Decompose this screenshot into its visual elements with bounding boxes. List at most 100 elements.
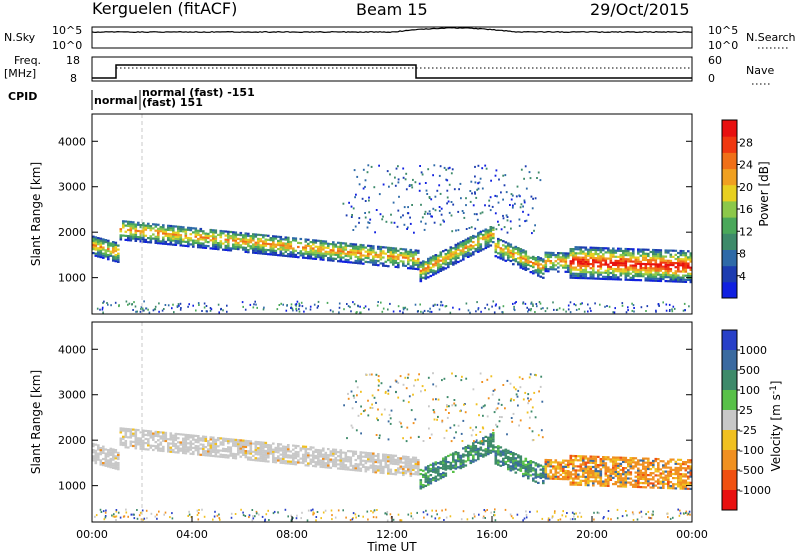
velocity-cell-1251 — [514, 453, 518, 456]
power-cell-1424 — [569, 252, 573, 255]
power-cell-2258 — [447, 200, 450, 203]
velocity-cell-673 — [319, 459, 323, 462]
power-cell-396 — [227, 240, 230, 244]
power-cell-2138 — [533, 229, 535, 232]
power-cell-1573 — [599, 257, 603, 260]
power-cell-749 — [344, 246, 348, 249]
power-cell-1086 — [457, 252, 460, 255]
power-cell-1354 — [547, 270, 550, 273]
velocity-cell-2086 — [428, 427, 430, 430]
velocity-cell-2041 — [530, 410, 533, 413]
power-cell-1508 — [587, 265, 590, 268]
velocity-cell-1812 — [662, 476, 665, 479]
velocity-cell-1090 — [462, 459, 465, 462]
power-cell-1673 — [622, 264, 625, 267]
power-cell-255 — [177, 235, 180, 239]
power-cell-566 — [282, 246, 285, 249]
power-cell-243 — [172, 225, 175, 228]
velocity-cell-797 — [362, 459, 365, 462]
velocity-cell-2111 — [395, 390, 397, 393]
power-cell-1158 — [479, 237, 483, 240]
power-cell-356 — [212, 233, 215, 236]
velocity-cell-579 — [284, 445, 288, 448]
power-cell-2314 — [422, 311, 424, 314]
power-cell-1419 — [569, 266, 573, 269]
velocity-cell-2141 — [519, 386, 522, 389]
velocity-cell-358 — [212, 436, 215, 439]
power-cell-2524 — [195, 309, 197, 312]
power-cell-390 — [224, 234, 228, 237]
power-cell-1873 — [659, 251, 663, 254]
power-cell-1901 — [667, 272, 670, 275]
power-cell-477 — [254, 247, 258, 250]
power-cell-994 — [429, 270, 433, 273]
velocity-cell-1735 — [642, 465, 645, 468]
power-cell-538 — [272, 237, 275, 240]
velocity-cell-1563 — [602, 458, 605, 461]
velocity-cell-512 — [264, 460, 268, 463]
velocity-cell-1679 — [629, 477, 633, 480]
power-cell-1411 — [567, 256, 570, 259]
power-cell-1414 — [569, 276, 573, 279]
power-cell-889 — [394, 261, 398, 264]
power-cell-1962 — [679, 258, 683, 261]
power-cbar-label: Power [dB] — [757, 161, 771, 226]
velocity-cell-1311 — [537, 475, 540, 478]
power-cell-456 — [247, 240, 250, 244]
power-cell-1637 — [614, 274, 618, 277]
power-cell-676 — [322, 258, 325, 261]
velocity-cell-534 — [272, 460, 275, 464]
power-cell-608 — [297, 245, 300, 249]
velocity-cell-230 — [172, 448, 175, 452]
power-cell-2503 — [420, 310, 422, 313]
power-cell-1102 — [462, 250, 465, 253]
power-cell-2125 — [479, 177, 482, 180]
velocity-cell-655 — [314, 465, 318, 468]
power-cell-617 — [302, 252, 305, 255]
power-cell-2337 — [389, 302, 391, 305]
power-cell-2368 — [477, 307, 480, 310]
power-cell-2140 — [442, 219, 445, 222]
power-cell-599 — [292, 239, 295, 242]
velocity-cell-56 — [109, 457, 113, 461]
velocity-cell-2107 — [428, 405, 430, 408]
power-cell-1862 — [659, 275, 663, 278]
velocity-cell-2323 — [650, 517, 653, 520]
power-cell-164 — [144, 226, 148, 229]
velocity-cell-1474 — [584, 479, 588, 483]
power-cell-1655 — [617, 249, 620, 252]
power-cell-1023 — [437, 258, 440, 261]
power-cell-2187 — [469, 200, 472, 203]
velocity-cell-2162 — [441, 379, 443, 382]
power-cell-1175 — [484, 228, 488, 231]
power-ytick-2: 3000 — [58, 181, 86, 194]
velocity-cell-287 — [189, 442, 193, 445]
velocity-cell-1611 — [614, 472, 618, 475]
power-cell-2101 — [512, 204, 514, 207]
velocity-cell-2335 — [571, 511, 574, 514]
velocity-cell-1483 — [584, 457, 588, 460]
velocity-cell-1757 — [647, 467, 650, 471]
velocity-cell-1179 — [492, 438, 495, 441]
power-cell-1393 — [562, 260, 565, 263]
velocity-cell-1130 — [477, 458, 480, 461]
power-cell-1919 — [669, 255, 673, 258]
velocity-cell-2312 — [295, 517, 298, 520]
power-cell-2197 — [391, 182, 394, 185]
power-cell-1997 — [687, 266, 690, 269]
power-cell-286 — [187, 239, 190, 242]
velocity-cell-149 — [142, 443, 145, 446]
velocity-cell-1493 — [587, 467, 590, 470]
power-cell-757 — [347, 244, 350, 247]
velocity-cell-658 — [314, 457, 318, 460]
power-cell-1705 — [627, 252, 630, 255]
power-cell-661 — [317, 252, 320, 255]
velocity-cell-1894 — [682, 475, 685, 478]
power-cell-161 — [144, 238, 148, 241]
velocity-cell-2136 — [482, 405, 485, 408]
power-cell-269 — [179, 225, 183, 229]
power-cell-1801 — [647, 259, 650, 262]
power-cell-78 — [114, 247, 118, 251]
velocity-cell-743 — [342, 459, 345, 462]
power-cell-49 — [104, 239, 108, 242]
